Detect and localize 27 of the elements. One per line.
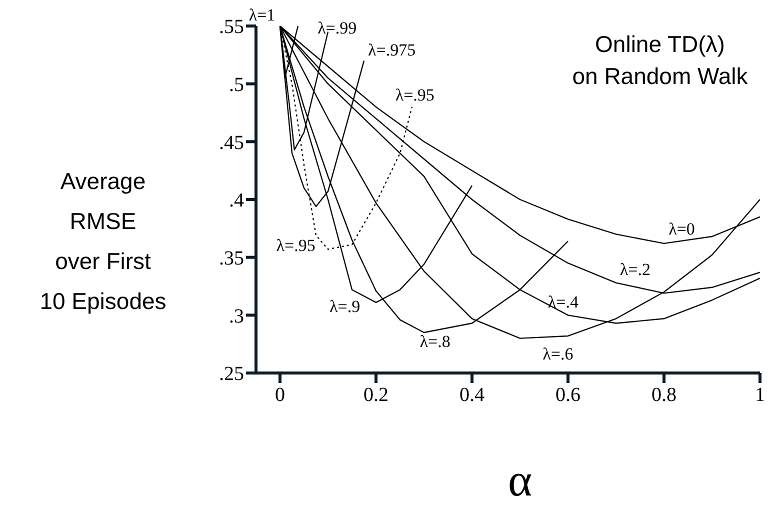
series-label: λ=.2 xyxy=(620,260,650,280)
x-tick-label: 0 xyxy=(275,384,285,406)
series-label: λ=.99 xyxy=(318,18,357,38)
x-tick-label: 0.4 xyxy=(460,384,484,406)
x-tick-label: 0.8 xyxy=(652,384,676,406)
x-tick-label: 0.6 xyxy=(556,384,580,406)
series-label: λ=.6 xyxy=(542,344,574,364)
series-label: λ=.975 xyxy=(368,40,416,60)
series-label: λ=0 xyxy=(668,220,695,239)
y-axis-title: Average RMSE over First 10 Episodes xyxy=(40,168,166,314)
series-label: λ=.9 xyxy=(330,297,360,316)
series-label: λ=.4 xyxy=(548,292,579,312)
y-tick-label: .55 xyxy=(219,16,244,38)
y-tick-label: .5 xyxy=(229,74,244,96)
y-tick-label: .45 xyxy=(219,132,244,154)
x-tick-label: 0.2 xyxy=(364,384,388,406)
y-tick-label: .3 xyxy=(229,305,244,328)
series-label: λ=1 xyxy=(248,6,276,25)
x-tick-label: 1 xyxy=(755,384,765,406)
y-tick-label: .4 xyxy=(229,190,244,212)
text: Online TD(λ) on Random Walk xyxy=(572,31,748,90)
x-axis-title: α xyxy=(508,454,532,506)
series-label: λ=.95 xyxy=(276,236,316,255)
y-tick-label: .35 xyxy=(219,247,244,270)
series-label: λ=.8 xyxy=(420,332,450,351)
text: λ=.95 xyxy=(395,85,434,104)
y-tick-label: .25 xyxy=(219,363,244,386)
